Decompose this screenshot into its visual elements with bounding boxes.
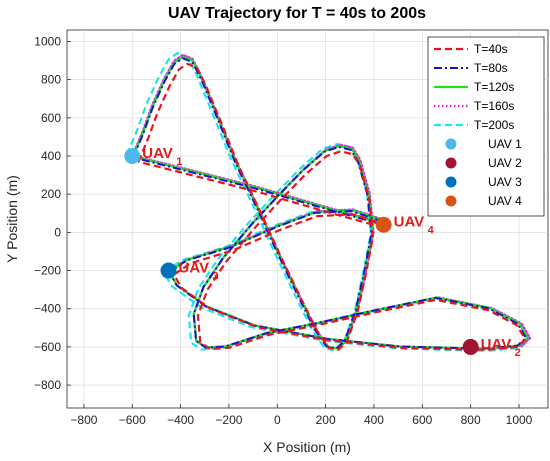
trajectory-t-200s: [125, 51, 531, 352]
legend-label: T=120s: [474, 80, 514, 94]
x-tick-label: 400: [364, 413, 384, 427]
legend-label: T=40s: [474, 42, 508, 56]
uav-4-subscript: 4: [428, 225, 435, 237]
legend-label: UAV 4: [488, 194, 522, 208]
series-lines: [125, 51, 532, 352]
trajectory-t-40s: [137, 62, 527, 351]
x-axis-label: X Position (m): [263, 439, 351, 455]
x-tick-label: −800: [70, 413, 97, 427]
uav-1-marker: [124, 148, 141, 164]
uav-4-marker: [375, 216, 392, 233]
y-tick-label: 600: [41, 111, 61, 125]
y-tick-label: −200: [34, 264, 61, 278]
uav-2-marker: [462, 338, 479, 355]
uav-3-subscript: 3: [213, 271, 219, 283]
y-tick-label: −800: [34, 378, 61, 392]
y-tick-label: 1000: [34, 34, 61, 48]
x-tick-label: −200: [215, 413, 242, 427]
legend-label: UAV 3: [488, 175, 522, 189]
x-tick-label: 600: [412, 413, 432, 427]
y-tick-label: 800: [41, 73, 61, 87]
x-tick-label: −600: [119, 413, 146, 427]
uav-3-marker: [160, 262, 177, 279]
y-tick-label: 400: [41, 149, 61, 163]
y-tick-label: 0: [54, 225, 61, 239]
legend-marker-uav-2: [445, 157, 457, 169]
legend-box: [427, 36, 545, 217]
x-tick-label: 800: [461, 413, 481, 427]
legend-label: UAV 2: [488, 156, 522, 170]
uav-1-subscript: 1: [176, 156, 182, 168]
uav-2-label: UAV: [481, 336, 512, 353]
legend: T=40s T=80s T=120s T=160s T=200s UAV 1 UAV 2 UA…: [427, 36, 545, 217]
legend-label: T=200s: [474, 118, 514, 132]
x-tick-label: −400: [167, 413, 194, 427]
chart-title: UAV Trajectory for T = 40s to 200s: [168, 5, 426, 22]
legend-label: T=160s: [474, 99, 514, 113]
ticks: −800 −600 −400 −200 0 200 400 600 800 1000 −800 −60…: [34, 34, 533, 427]
y-tick-label: −600: [34, 340, 61, 354]
uav-1-label: UAV: [142, 145, 173, 162]
legend-marker-uav-1: [445, 138, 457, 150]
x-tick-label: 0: [274, 413, 281, 427]
y-tick-label: −400: [34, 302, 61, 316]
uav-4-label: UAV: [394, 214, 425, 231]
legend-marker-uav-3: [445, 176, 457, 188]
uav-3-label: UAV: [179, 260, 210, 277]
x-tick-label: 1000: [506, 413, 533, 427]
y-axis-label: Y Position (m): [4, 175, 20, 263]
y-tick-label: 200: [41, 187, 61, 201]
trajectory-t-120s: [132, 55, 529, 350]
legend-label: UAV 1: [488, 137, 522, 151]
x-tick-label: 200: [316, 413, 336, 427]
uav-2-subscript: 2: [515, 347, 521, 359]
legend-label: T=80s: [474, 61, 508, 75]
legend-marker-uav-4: [445, 195, 457, 207]
